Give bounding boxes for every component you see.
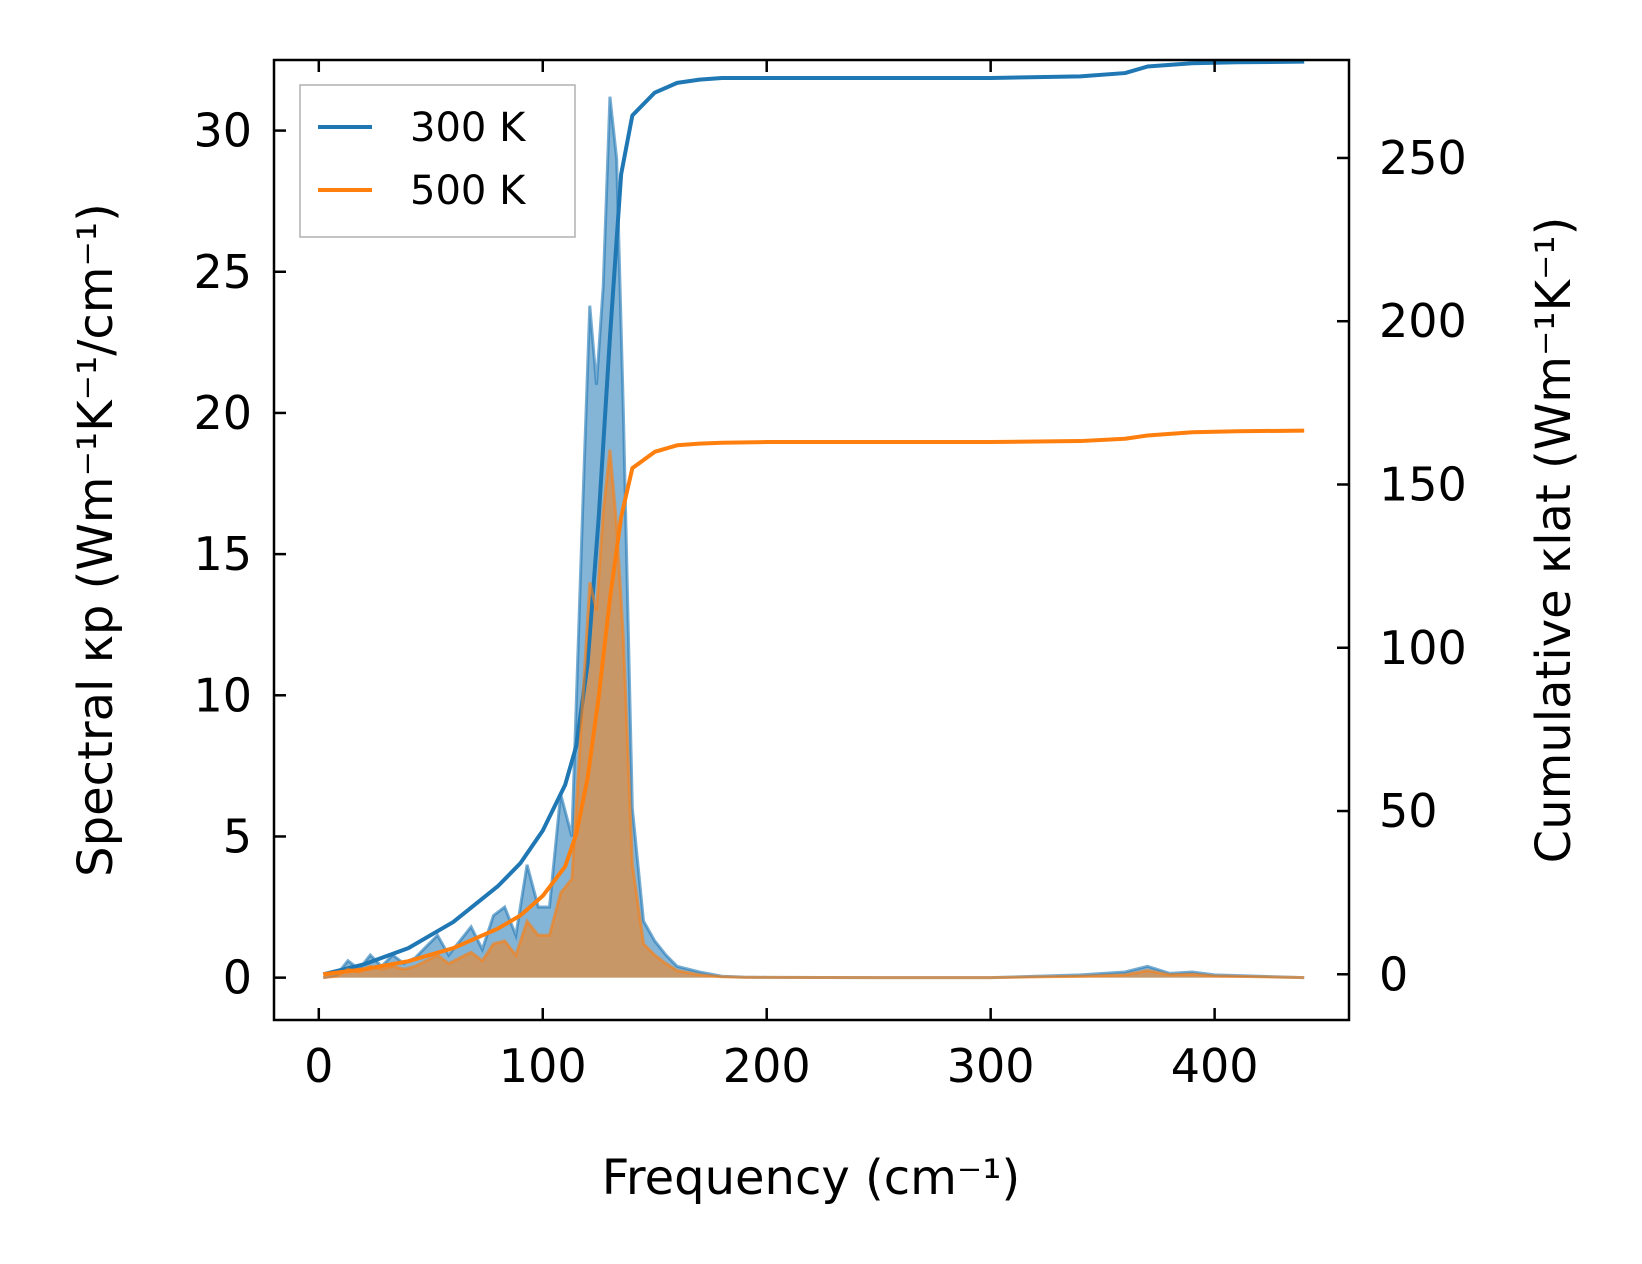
data-lines [322,59,1305,980]
y-left-tick-label: 10 [193,668,252,722]
y-axis-label-right: Cumulative κlat (Wm⁻¹K⁻¹) [1526,217,1582,864]
cumulative-line-300k [322,59,1305,977]
y-right-tick-label: 100 [1379,621,1467,675]
y-right-tick-label: 150 [1379,457,1467,511]
x-axis-label: Frequency (cm⁻¹) [602,1150,1020,1206]
cumulative-line-500k [323,428,1305,977]
legend-label-300k: 300 K [410,105,527,151]
y-right-tick-label: 0 [1379,947,1408,1001]
legend-label-500k: 500 K [410,168,527,214]
x-tick-label: 400 [1171,1039,1259,1093]
y-left-tick-label: 25 [193,245,252,299]
y-axis-label-left: Spectral κp (Wm⁻¹K⁻¹/cm⁻¹) [68,203,124,877]
y-left-tick-label: 30 [193,104,252,158]
y-left-tick-label: 15 [193,527,252,581]
y-left-tick-label: 20 [193,386,252,440]
x-tick-label: 100 [499,1039,587,1093]
y-left-tick-label: 5 [223,809,252,863]
spectral-area-500k [323,449,1305,978]
x-tick-label: 0 [304,1039,333,1093]
y-right-tick-label: 200 [1379,294,1467,348]
y-right-tick-label: 50 [1379,784,1438,838]
legend: 300 K 500 K [299,84,576,238]
x-tick-label: 200 [723,1039,811,1093]
spectral-line-500k [323,449,1305,980]
plot-frame [272,58,1351,1022]
legend-box [299,84,576,238]
y-right-tick-label: 250 [1379,131,1467,185]
y-left-tick-label: 0 [223,951,252,1005]
x-tick-label: 300 [947,1039,1035,1093]
